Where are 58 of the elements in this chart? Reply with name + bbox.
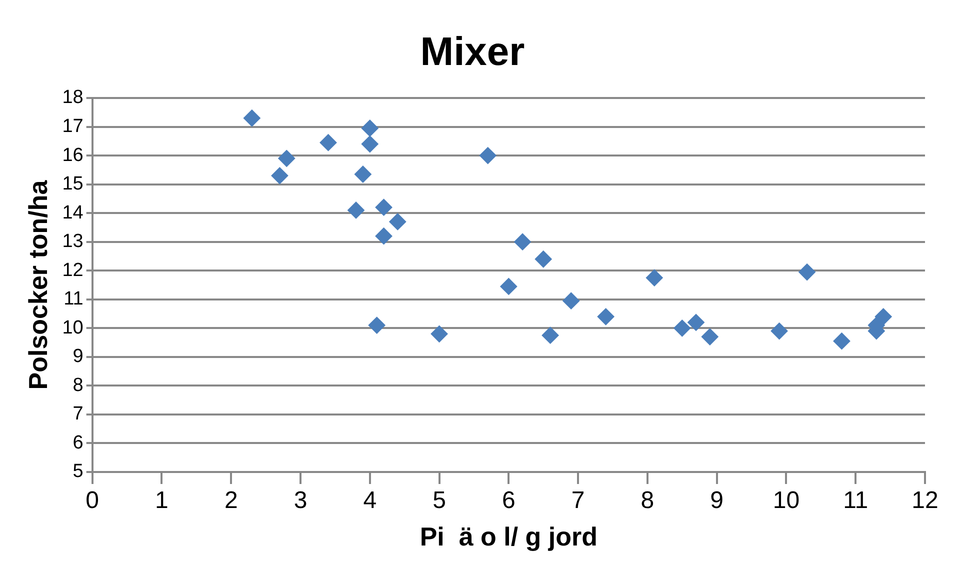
- point: [874, 308, 892, 326]
- x-tick-label: 4: [363, 487, 377, 514]
- x-tick-label: 12: [912, 487, 938, 514]
- y-tick-label: 5: [72, 461, 84, 482]
- point: [646, 269, 663, 286]
- y-tick-label: 18: [62, 87, 84, 108]
- y-tick-label: 13: [62, 231, 84, 252]
- x-tick-label: 9: [710, 487, 724, 514]
- point: [562, 292, 580, 310]
- y-tick-label: 16: [62, 144, 84, 166]
- x-tick-label: 6: [502, 487, 516, 514]
- x-tick-label: 5: [432, 487, 446, 514]
- point: [320, 134, 337, 152]
- y-tick-label: 9: [72, 346, 84, 368]
- point: [368, 316, 386, 334]
- x-axis-title: Pi ä o l/ g jord: [420, 522, 598, 552]
- point: [500, 278, 518, 295]
- point: [375, 228, 392, 245]
- point: [278, 150, 296, 167]
- point: [597, 308, 614, 326]
- y-tick-label: 6: [72, 432, 84, 454]
- point: [361, 120, 378, 137]
- x-tick-label: 10: [772, 487, 800, 514]
- y-axis-title: Polsocker ton/ha: [22, 180, 53, 390]
- point: [701, 328, 718, 346]
- y-tick-label: 8: [72, 374, 84, 396]
- x-tick-label: 8: [640, 487, 654, 514]
- y-tick-label: 15: [62, 174, 84, 195]
- point: [534, 250, 552, 268]
- point: [361, 136, 378, 153]
- y-tick-label: 7: [72, 404, 84, 425]
- point: [430, 325, 448, 342]
- point: [674, 320, 691, 337]
- x-tick-label: 7: [571, 487, 585, 514]
- x-tick-label: 11: [843, 487, 868, 514]
- point: [389, 213, 406, 230]
- point: [243, 110, 260, 127]
- y-tick-label: 14: [62, 202, 84, 224]
- point: [354, 166, 372, 183]
- point: [542, 326, 559, 344]
- x-tick-label: 2: [224, 487, 238, 514]
- y-tick-label: 12: [62, 260, 84, 281]
- y-tick-label: 10: [62, 317, 84, 338]
- point: [798, 264, 816, 281]
- chart-title: Mixer: [420, 30, 525, 74]
- point: [770, 322, 788, 340]
- point: [375, 198, 392, 216]
- point: [348, 202, 365, 219]
- y-tick-label: 17: [62, 116, 84, 138]
- x-tick-label: 1: [155, 487, 168, 514]
- x-tick-label: 0: [86, 487, 100, 514]
- point: [688, 314, 705, 331]
- y-tick-label: 11: [64, 288, 84, 310]
- point: [514, 233, 532, 250]
- point: [271, 167, 288, 184]
- point: [479, 147, 496, 164]
- x-tick-label: 3: [294, 487, 308, 514]
- point: [833, 332, 850, 350]
